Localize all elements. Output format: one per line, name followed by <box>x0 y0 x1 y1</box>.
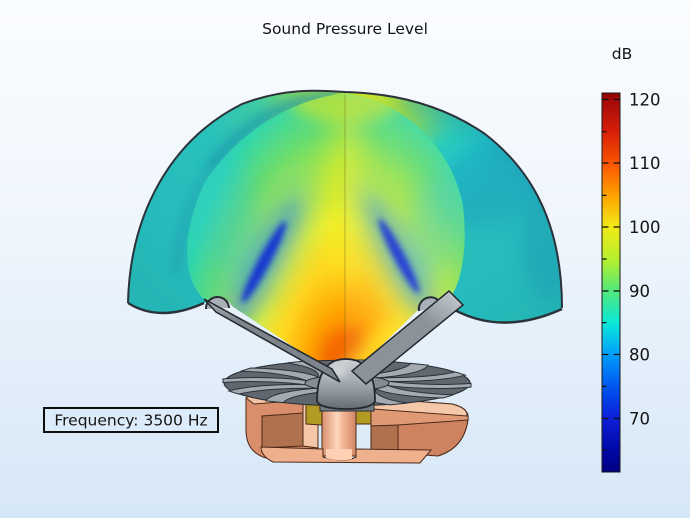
colorbar-tick-label: 110 <box>629 154 661 173</box>
left-null-streak <box>210 172 318 352</box>
left-magnet-recess <box>261 412 304 449</box>
colorbar-tick-label: 100 <box>629 218 661 237</box>
colorbar-tick-label: 80 <box>629 346 650 365</box>
colorbar-unit-label: dB <box>612 45 632 63</box>
colorbar-tick-label: 90 <box>629 282 650 301</box>
cone-strut-right <box>350 289 465 385</box>
spl-field-detail <box>187 93 465 381</box>
right-outer-ring <box>397 419 469 457</box>
frequency-annotation-label: Frequency: 3500 Hz <box>54 412 207 430</box>
colorbar-tick-labels: 120 110 100 90 80 70 <box>629 91 661 429</box>
right-rim-edge <box>445 303 563 324</box>
frequency-annotation-box <box>43 407 219 433</box>
left-rim-edge <box>127 301 205 315</box>
right-magnet-recess <box>370 424 399 453</box>
colorbar-tick-label: 70 <box>629 410 650 429</box>
colorbar-ticks <box>602 98 620 451</box>
dome-silhouette-edge <box>127 89 563 309</box>
pole-bottom-face <box>326 449 352 461</box>
cone-strut-left <box>203 298 341 383</box>
right-null-streak <box>350 173 448 339</box>
frequency-annotation: Frequency: 3500 Hz <box>43 407 219 433</box>
colorbar-tick-label: 120 <box>629 91 661 110</box>
loudspeaker-driver <box>203 289 471 464</box>
colorbar-gradient <box>601 92 621 473</box>
colorbar: dB 120 110 100 90 80 70 <box>601 45 661 473</box>
plot-title: Sound Pressure Level <box>262 20 428 38</box>
